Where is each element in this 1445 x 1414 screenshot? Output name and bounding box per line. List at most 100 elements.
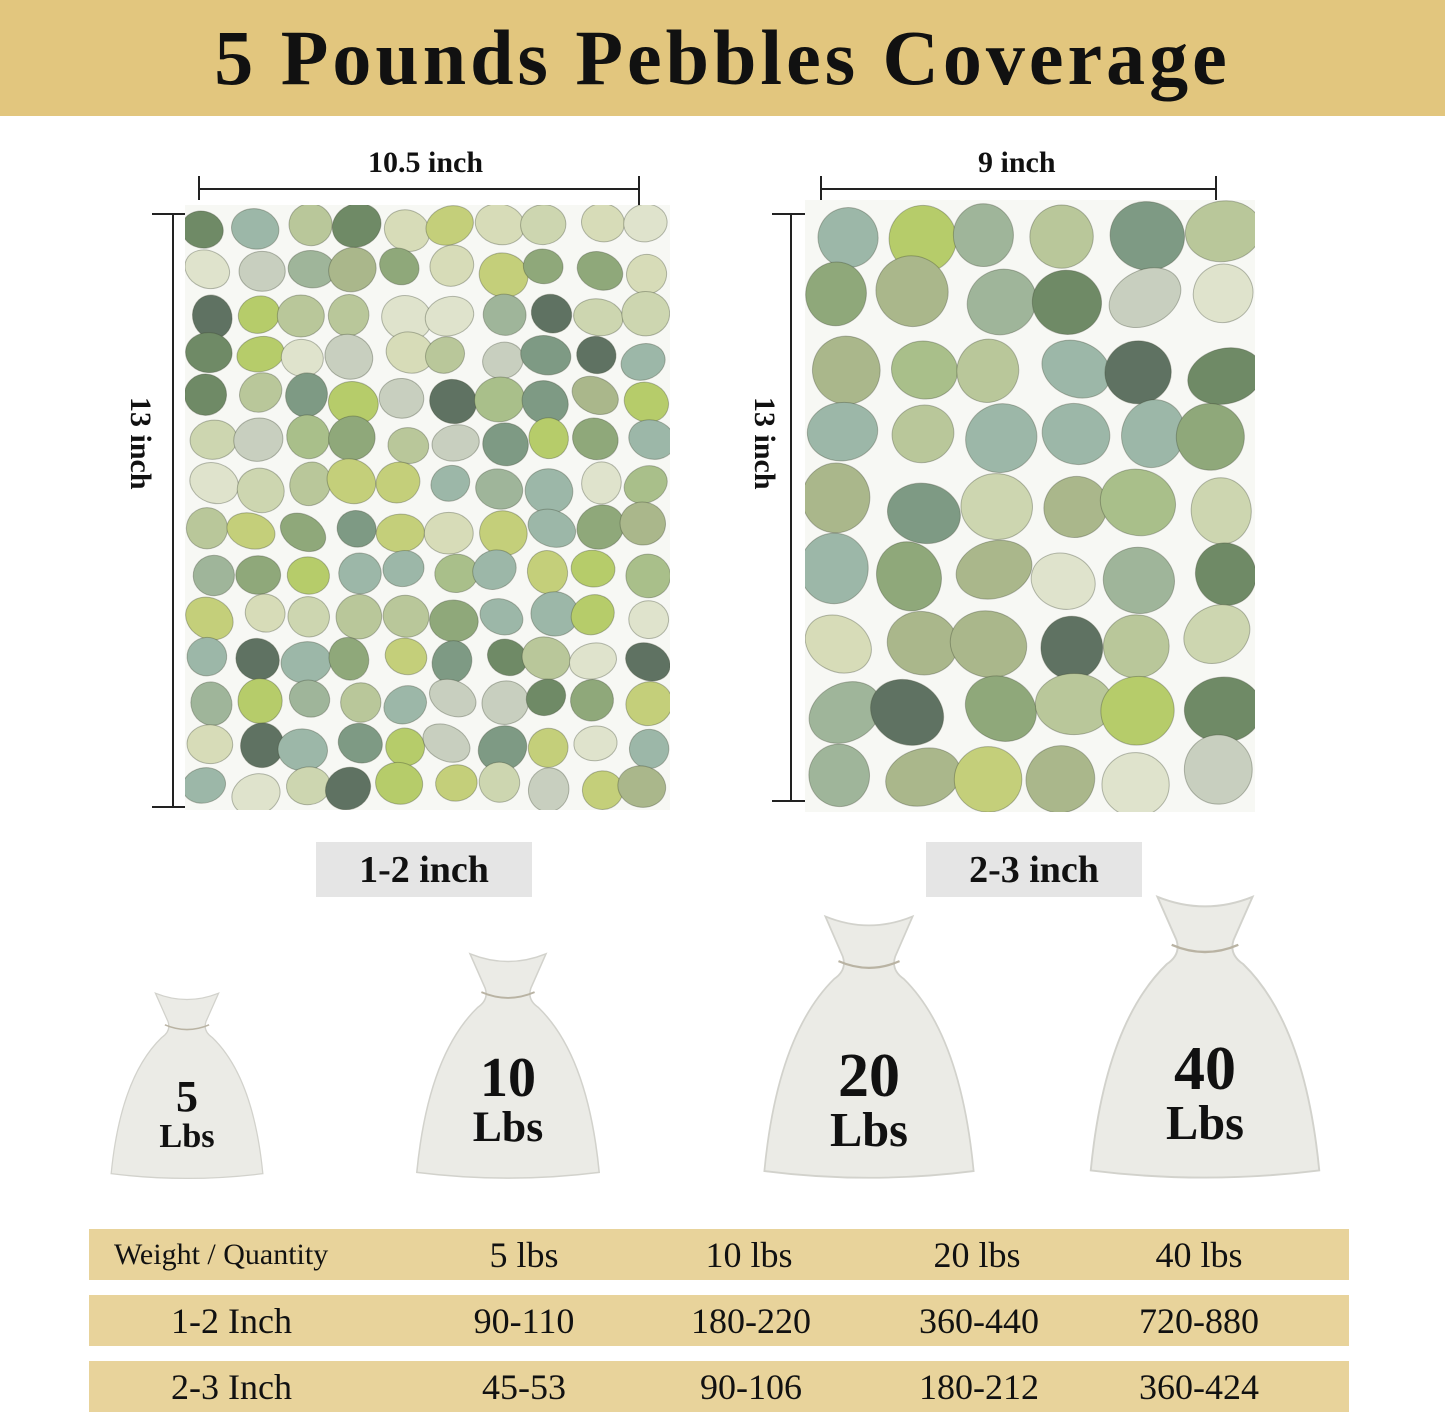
pebble [277,728,328,772]
pebble [276,294,325,338]
pebble [328,415,376,461]
pebble [185,596,234,641]
pebble [384,637,428,676]
pebble [949,610,1028,679]
pebble [625,642,671,682]
pebble [525,678,567,717]
pebble [185,332,233,374]
pebble [1190,477,1252,545]
pebble [435,764,478,802]
pebble [581,203,625,243]
pebble [422,723,471,763]
header-cell: 10 lbs [705,1234,793,1275]
pebble [964,675,1037,742]
table-cell: 90-106 [700,1366,802,1407]
bag-weight: 40 [1174,1035,1236,1103]
table-cell: 180-220 [691,1300,811,1341]
panel1-height-label: 13 inch [124,397,157,490]
pebble [231,773,281,816]
bag-20-lbs [760,912,978,1180]
pebble [568,642,617,680]
pebble [521,636,571,680]
pebble [288,203,333,247]
pebble [375,461,421,504]
table-header-row: Weight / Quantity 5 lbs 10 lbs 20 lbs 40… [89,1229,1349,1280]
pebble [383,685,428,725]
pebble [617,765,667,808]
title-banner: 5 Pounds Pebbles Coverage [0,0,1445,116]
row-label: 2-3 Inch [171,1366,292,1407]
pebble [875,255,949,327]
pebble [239,372,283,413]
pebble [328,246,377,293]
header-cell: Weight / Quantity [114,1237,329,1271]
pebble [375,761,424,805]
pebble [1102,546,1175,614]
pebble [1194,542,1257,606]
pebble [625,553,671,599]
pebble [1100,675,1175,746]
pebble [424,336,466,374]
pebble [960,473,1033,541]
pebble [619,501,667,546]
pebble [289,461,332,507]
pebble [286,414,331,460]
pebble [891,404,955,464]
pebble [573,298,624,337]
pebble [189,462,239,505]
pebble [571,375,619,415]
pebble [1183,604,1251,664]
bag-unit: Lbs [472,1103,544,1151]
arrow-tick [198,176,200,200]
bag-40-lbs [1086,892,1324,1180]
pebble [876,541,942,612]
pebble [799,532,869,605]
arrow-tick [1215,176,1217,210]
pebble [626,253,668,295]
pebble [623,203,668,243]
panel1-width-label: 10.5 inch [368,146,484,179]
pebble [328,636,370,681]
pebble [801,462,871,534]
pebble [530,293,573,334]
pebble [1025,745,1096,814]
pebble [324,333,374,380]
pebble [528,417,569,460]
pebble [804,614,872,674]
pebble [521,380,569,425]
pebble [184,373,228,416]
pebble [238,250,286,292]
pebble [431,424,480,462]
bag-label: 10 Lbs [413,1050,603,1150]
pebble [429,599,479,643]
arrow-tick [152,213,190,215]
pebble [288,679,331,718]
pebble [1192,263,1254,324]
pebble [581,461,622,505]
pebble [1108,267,1182,328]
pebble [382,550,425,588]
pebble [226,512,276,550]
pebble [190,681,233,726]
pebble [331,202,382,248]
pebble [338,552,382,595]
pebble [429,378,478,425]
pebble [340,682,382,723]
bag-weight: 20 [838,1042,900,1110]
table-row: 1-2 Inch 90-110 180-220 360-440 720-880 [89,1295,1349,1346]
pebble [472,549,517,590]
pebble [1183,676,1263,743]
pebble [479,598,524,636]
pebble [337,722,383,764]
arrow-tick [772,213,810,215]
pebble [474,203,526,246]
bag-10-lbs [413,950,603,1180]
pebble [570,594,615,636]
pebble [1031,269,1103,335]
pebble [1183,734,1253,805]
pebble [180,210,224,249]
pebble [526,550,569,595]
table-cell: 45-53 [482,1366,566,1407]
pebble [429,244,475,287]
pebbles-image-small [180,202,676,816]
